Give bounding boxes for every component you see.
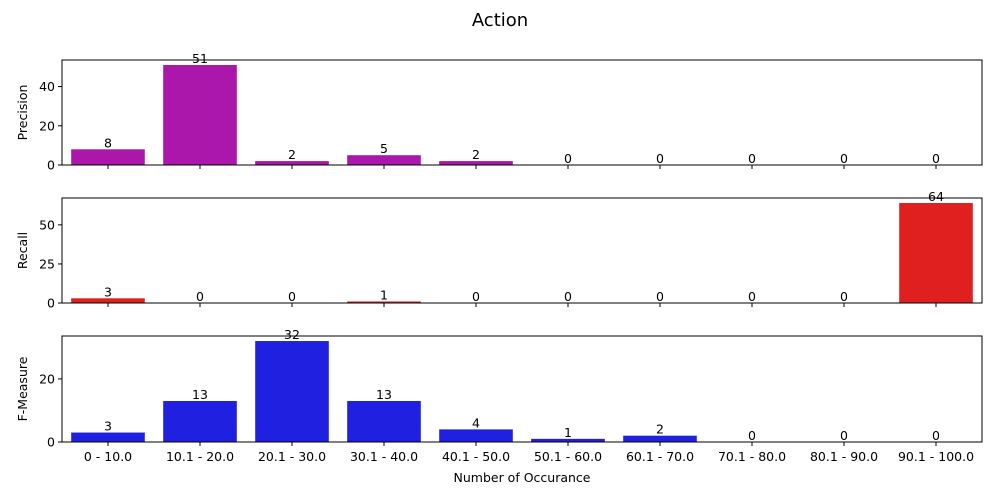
precision-bar-40-1-50-0 xyxy=(439,161,513,165)
x-tick-labels: 0 - 10.0 10.1 - 20.0 20.1 - 30.0 30.1 - 40.… xyxy=(84,449,974,464)
precision-y-axis-label: Precision xyxy=(15,85,30,141)
recall-y-tick-label: 50 xyxy=(39,217,55,232)
precision-y-tick-label: 0 xyxy=(47,158,55,173)
x-tick-label-50-1-60-0: 50.1 - 60.0 xyxy=(534,449,602,464)
precision-value-label: 8 xyxy=(104,135,112,150)
precision-bar-10-1-20-0 xyxy=(163,65,237,165)
f-measure-value-label: 0 xyxy=(840,428,848,443)
recall-value-label: 0 xyxy=(288,289,296,304)
recall-axes-frame xyxy=(61,197,983,304)
precision-value-label: 51 xyxy=(192,51,208,66)
x-tick-label-30-1-40-0: 30.1 - 40.0 xyxy=(350,449,418,464)
x-tick-label-90-1-100-0: 90.1 - 100.0 xyxy=(898,449,974,464)
x-tick-label-20-1-30-0: 20.1 - 30.0 xyxy=(258,449,326,464)
f-measure-bar-40-1-50-0 xyxy=(439,429,513,442)
precision-bar-30-1-40-0 xyxy=(347,155,421,165)
recall-y-tick-label: 25 xyxy=(39,256,55,271)
f-measure-bar-10-1-20-0 xyxy=(163,400,237,442)
f-measure-value-label: 4 xyxy=(472,415,480,430)
f-measure-value-label: 1 xyxy=(564,425,572,440)
recall-value-label: 0 xyxy=(840,289,848,304)
precision-y-tick-label: 20 xyxy=(39,118,55,133)
f-measure-value-label: 32 xyxy=(284,327,300,342)
recall-bar-30-1-40-0 xyxy=(347,301,421,303)
f-measure-value-label: 13 xyxy=(192,387,208,402)
precision-bar-20-1-30-0 xyxy=(255,161,329,165)
x-tick-label-40-1-50-0: 40.1 - 50.0 xyxy=(442,449,510,464)
recall-value-label: 1 xyxy=(380,287,388,302)
f-measure-y-tick-label: 20 xyxy=(39,371,55,386)
x-tick-label-60-1-70-0: 60.1 - 70.0 xyxy=(626,449,694,464)
f-measure-value-label: 2 xyxy=(656,422,664,437)
f-measure-y-tick-label: 0 xyxy=(47,435,55,450)
f-measure-value-label: 3 xyxy=(104,419,112,434)
x-tick-label-80-1-90-0: 80.1 - 90.0 xyxy=(810,449,878,464)
precision-y-tick-label: 40 xyxy=(39,79,55,94)
f-measure-bar-0-10-0 xyxy=(71,432,145,442)
recall-subplot: 3 0 0 1 0 0 0 0 0 64 0 25 50 Recall xyxy=(15,189,983,311)
precision-bar-0-10-0 xyxy=(71,149,145,165)
precision-value-label: 2 xyxy=(472,147,480,162)
precision-value-label: 0 xyxy=(656,151,664,166)
precision-axes-frame xyxy=(61,59,983,166)
f-measure-value-label: 0 xyxy=(932,428,940,443)
x-tick-label-70-1-80-0: 70.1 - 80.0 xyxy=(718,449,786,464)
f-measure-bar-60-1-70-0 xyxy=(623,435,697,442)
x-tick-label-10-1-20-0: 10.1 - 20.0 xyxy=(166,449,234,464)
x-tick-label-0-10-0: 0 - 10.0 xyxy=(84,449,132,464)
f-measure-value-label: 0 xyxy=(748,428,756,443)
recall-value-label: 0 xyxy=(748,289,756,304)
precision-value-label: 2 xyxy=(288,147,296,162)
recall-value-label: 0 xyxy=(564,289,572,304)
f-measure-bar-30-1-40-0 xyxy=(347,400,421,442)
precision-value-label: 0 xyxy=(564,151,572,166)
f-measure-y-axis-label: F-Measure xyxy=(15,356,30,421)
f-measure-bar-20-1-30-0 xyxy=(255,341,329,442)
recall-value-label: 64 xyxy=(928,189,944,204)
recall-value-label: 0 xyxy=(472,289,480,304)
recall-y-tick-label: 0 xyxy=(47,296,55,311)
precision-value-label: 0 xyxy=(932,151,940,166)
x-axis-label: Number of Occurance xyxy=(454,470,591,485)
f-measure-axes-frame xyxy=(61,335,983,443)
recall-value-label: 0 xyxy=(656,289,664,304)
precision-value-label: 5 xyxy=(380,141,388,156)
recall-value-label: 3 xyxy=(104,284,112,299)
recall-value-label: 0 xyxy=(196,289,204,304)
recall-y-axis-label: Recall xyxy=(15,232,30,269)
recall-bar-90-1-100-0 xyxy=(899,203,973,303)
precision-value-label: 0 xyxy=(748,151,756,166)
precision-value-label: 0 xyxy=(840,151,848,166)
chart-title: Action xyxy=(472,10,528,31)
f-measure-value-label: 13 xyxy=(376,387,392,402)
f-measure-bar-50-1-60-0 xyxy=(531,438,605,442)
recall-bar-0-10-0 xyxy=(71,298,145,303)
